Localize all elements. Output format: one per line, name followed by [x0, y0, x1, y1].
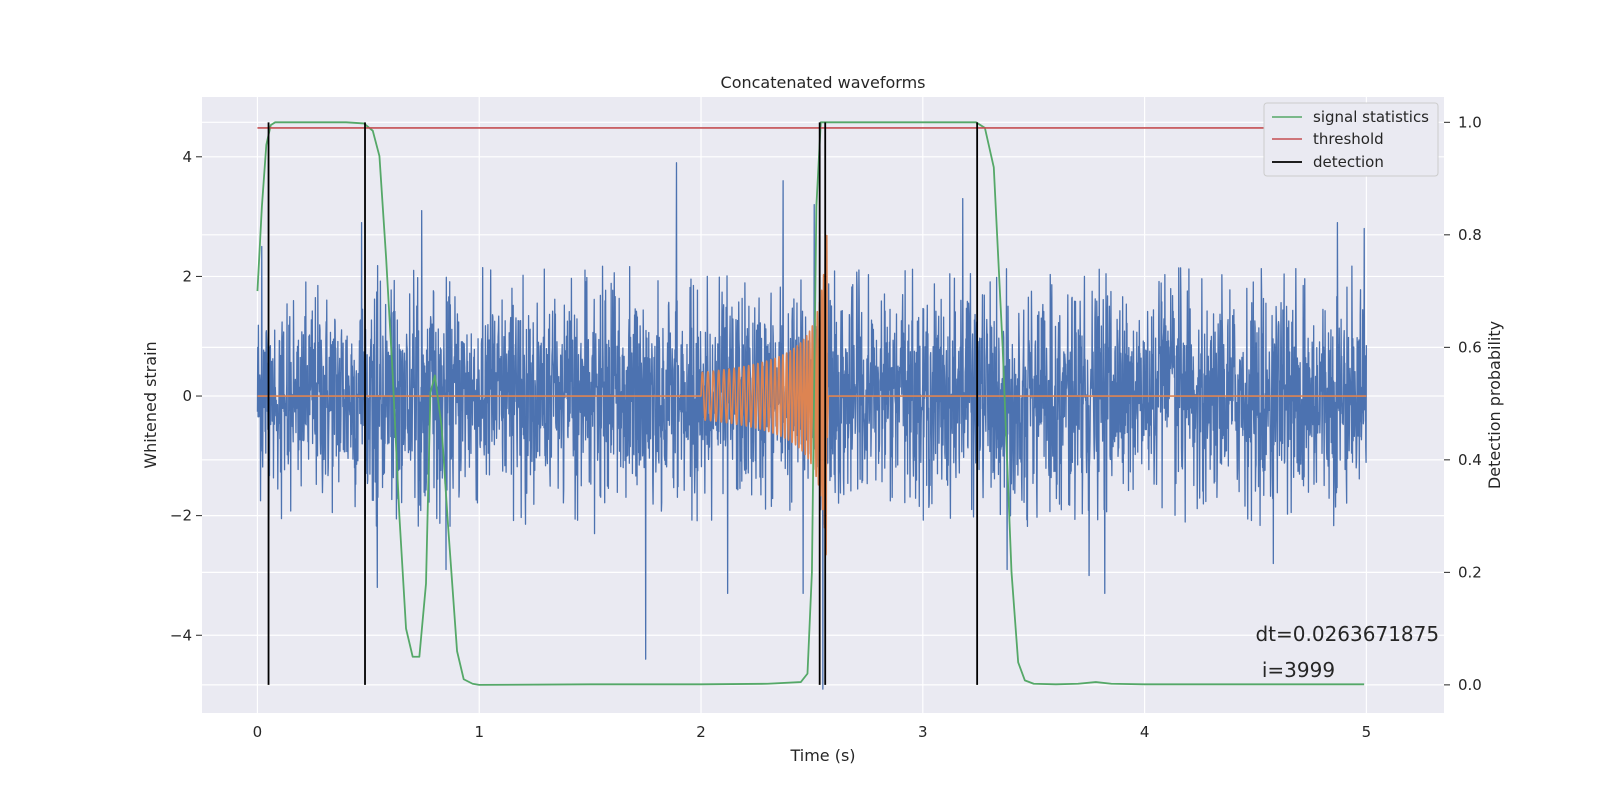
chart-legend: signal statistics threshold detection: [1263, 102, 1439, 177]
chirp-signal-line: [257, 234, 1367, 556]
y-tick-label: 4: [182, 148, 192, 166]
right-y-tick-label: 0.6: [1458, 338, 1482, 356]
x-tick-label: 1: [474, 723, 484, 741]
chart-title: Concatenated waveforms: [721, 73, 926, 92]
x-tick-label: 4: [1140, 723, 1150, 741]
y-tick-label: 2: [182, 267, 192, 285]
annotation-dt: dt=0.0263671875: [1255, 622, 1439, 646]
legend-label-detection: detection: [1313, 153, 1384, 171]
y-tick-label: 0: [182, 387, 192, 405]
right-y-tick-label: 0.4: [1458, 451, 1482, 469]
y-tick-label: −2: [170, 507, 192, 525]
legend-box: [1263, 102, 1439, 177]
x-tick-label: 5: [1362, 723, 1372, 741]
x-tick-label: 0: [253, 723, 263, 741]
signal-statistics-line: [256, 121, 1365, 686]
right-y-tick-label: 0.8: [1458, 226, 1482, 244]
y-axis-ticks: −4 −2 0 2 4: [170, 148, 202, 644]
chart-series: [256, 121, 1368, 690]
right-y-tick-label: 0.0: [1458, 676, 1482, 694]
x-tick-label: 3: [918, 723, 928, 741]
x-axis-label: Time (s): [789, 746, 855, 765]
x-tick-label: 2: [696, 723, 706, 741]
annotation-index: i=3999: [1255, 658, 1335, 682]
y-axis-label: Whitened strain: [141, 341, 160, 468]
x-axis-ticks: 0 1 2 3 4 5: [253, 723, 1371, 741]
right-y-tick-label: 0.2: [1458, 563, 1482, 581]
legend-label-threshold: threshold: [1313, 130, 1384, 148]
y-tick-label: −4: [170, 626, 192, 644]
legend-label-signal-statistics: signal statistics: [1313, 108, 1429, 126]
right-y-axis-ticks: 0.0 0.2 0.4 0.6 0.8 1.0: [1444, 113, 1482, 694]
right-y-axis-label: Detection probability: [1485, 321, 1504, 489]
right-y-tick-label: 1.0: [1458, 113, 1482, 131]
